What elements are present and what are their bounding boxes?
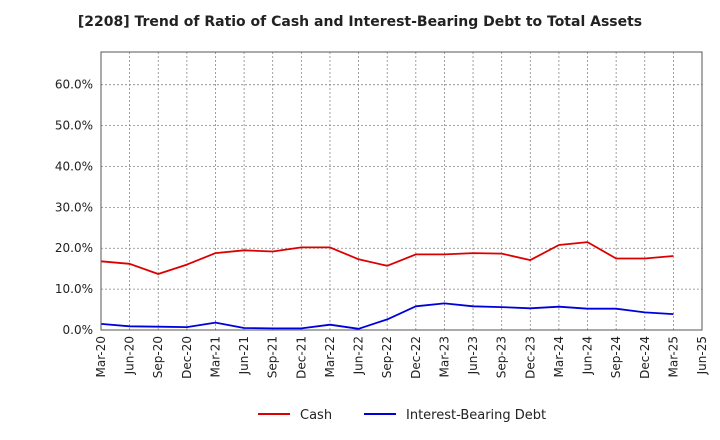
x-tick-label: Dec-23 (523, 336, 537, 379)
series-line-cash (100, 241, 674, 275)
series-lines (100, 241, 674, 330)
legend-label: Cash (300, 408, 332, 423)
y-tick-label: 30.0% (55, 200, 93, 214)
y-tick-label: 20.0% (55, 241, 93, 255)
plot-area-frame (100, 51, 703, 331)
x-tick-label: Jun-22 (352, 336, 366, 375)
x-tick-label: Mar-22 (323, 336, 337, 377)
legend: Cash Interest-Bearing Debt (258, 408, 546, 423)
x-tick-label: Sep-24 (609, 336, 623, 378)
x-tick-label: Sep-22 (380, 336, 394, 378)
x-axis: Mar-20 Jun-20 Sep-20 Dec-20 Mar-21 Jun-21 Sep-… (94, 336, 709, 379)
x-tick-label: Mar-24 (552, 336, 566, 377)
x-tick-label: Jun-21 (237, 336, 251, 375)
y-tick-label: 60.0% (55, 78, 93, 92)
chart-title: [2208] Trend of Ratio of Cash and Intere… (77, 14, 643, 30)
y-axis: 0.0% 10.0% 20.0% 30.0% 40.0% 50.0% 60.0% (55, 78, 93, 337)
x-tick-label: Mar-23 (437, 336, 451, 377)
x-tick-label: Sep-21 (266, 336, 280, 378)
legend-label: Interest-Bearing Debt (406, 408, 546, 423)
x-tick-label: Mar-21 (208, 336, 222, 377)
x-tick-label: Dec-24 (638, 336, 652, 379)
y-tick-label: 10.0% (55, 282, 93, 296)
x-tick-label: Sep-20 (151, 336, 165, 378)
y-tick-label: 50.0% (55, 119, 93, 133)
series-line-interest-bearing-debt (100, 302, 674, 330)
x-tick-label: Jun-24 (581, 336, 595, 375)
x-tick-label: Jun-20 (123, 336, 137, 375)
x-tick-label: Sep-23 (495, 336, 509, 378)
x-tick-label: Jun-23 (466, 336, 480, 375)
x-tick-label: Mar-20 (94, 336, 108, 377)
x-tick-label: Dec-20 (180, 336, 194, 379)
grid (101, 52, 702, 330)
x-tick-label: Jun-25 (695, 336, 709, 375)
x-tick-label: Dec-22 (409, 336, 423, 379)
y-tick-label: 0.0% (63, 323, 94, 337)
x-tick-label: Mar-25 (666, 336, 680, 377)
x-tick-label: Dec-21 (294, 336, 308, 379)
y-tick-label: 40.0% (55, 159, 93, 173)
